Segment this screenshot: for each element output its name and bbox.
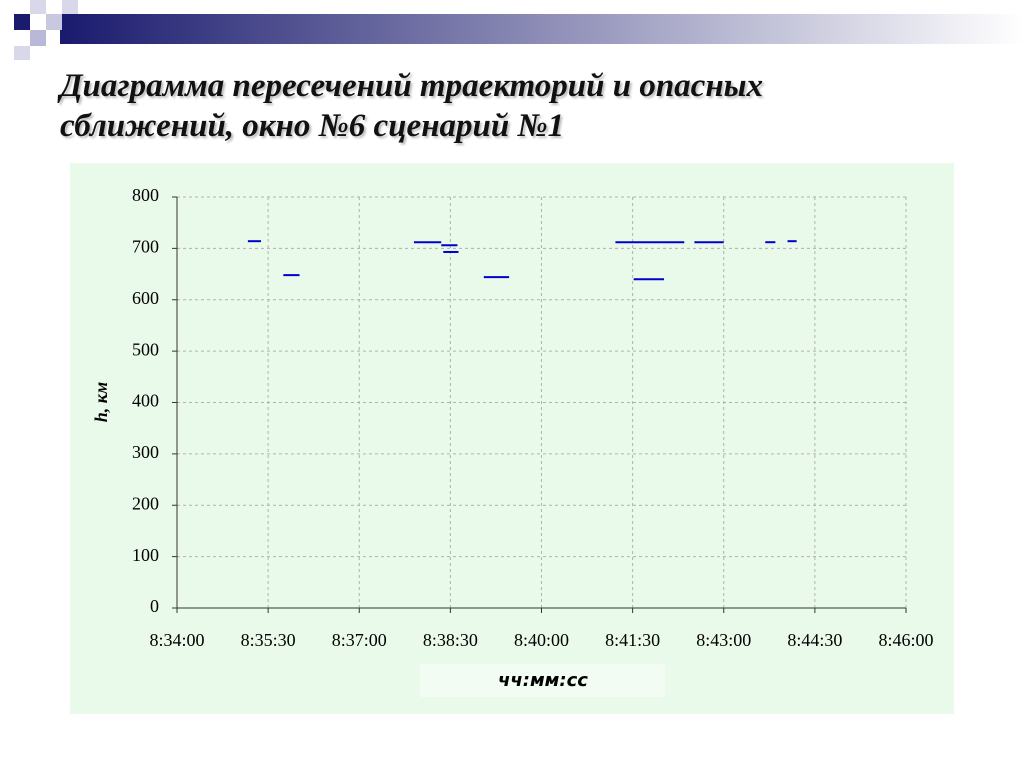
- x-tick-label: 8:38:30: [423, 630, 478, 650]
- chart-area: [70, 163, 954, 714]
- y-tick-label: 200: [132, 493, 159, 513]
- deco-square: [46, 14, 62, 30]
- x-axis-label: чч:мм:сс: [498, 670, 588, 691]
- deco-square: [14, 14, 30, 30]
- y-tick-label: 400: [132, 391, 159, 411]
- title-line: сближений, окно №6 сценарий №1: [60, 108, 565, 144]
- deco-square: [30, 30, 46, 46]
- x-tick-label: 8:34:00: [149, 630, 204, 650]
- x-tick-label: 8:40:00: [514, 630, 569, 650]
- deco-square: [30, 0, 46, 14]
- y-tick-label: 600: [132, 288, 159, 308]
- x-tick-label: 8:43:00: [696, 630, 751, 650]
- x-tick-label: 8:37:00: [332, 630, 387, 650]
- x-tick-label: 8:35:30: [241, 630, 296, 650]
- y-tick-label: 100: [132, 545, 159, 565]
- deco-square: [14, 46, 30, 60]
- y-tick-label: 300: [132, 442, 159, 462]
- x-tick-label: 8:41:30: [605, 630, 660, 650]
- x-tick-label: 8:44:30: [787, 630, 842, 650]
- deco-square: [62, 0, 78, 14]
- x-tick-label: 8:46:00: [878, 630, 933, 650]
- y-tick-label: 800: [132, 185, 159, 205]
- header-bar: [60, 14, 1024, 44]
- y-tick-label: 0: [150, 596, 159, 616]
- x-label-box: [420, 664, 665, 697]
- title-line: Диаграмма пересечений траекторий и опасн…: [60, 68, 764, 104]
- y-axis-label: h, км: [91, 382, 111, 422]
- y-tick-label: 500: [132, 339, 159, 359]
- y-tick-label: 700: [132, 237, 159, 257]
